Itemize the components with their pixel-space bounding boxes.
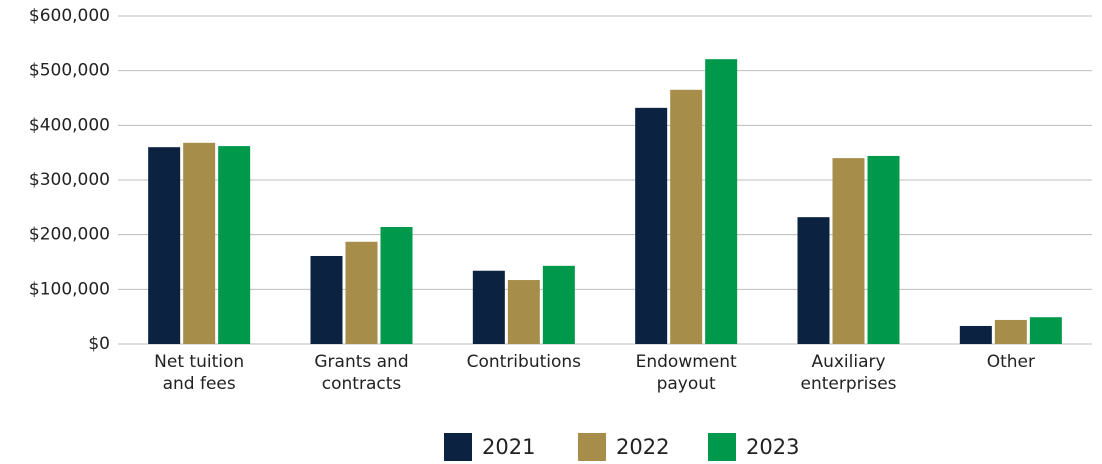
legend-swatch	[444, 433, 472, 461]
y-tick-label: $0	[88, 334, 110, 354]
x-tick-label: Net tuition and fees	[154, 352, 245, 394]
y-tick-label: $500,000	[29, 61, 110, 81]
bar	[542, 265, 575, 344]
bar	[218, 146, 251, 344]
y-tick-label: $100,000	[29, 279, 110, 299]
legend-label: 2021	[482, 435, 535, 459]
bar	[867, 155, 900, 344]
bar	[310, 255, 343, 344]
bar	[705, 59, 738, 344]
y-tick-label: $300,000	[29, 170, 110, 190]
legend-label: 2022	[616, 435, 669, 459]
x-tick-label: Endowment payout	[635, 352, 737, 394]
bar	[148, 147, 181, 344]
bar	[345, 241, 378, 344]
bar	[635, 107, 668, 344]
bar	[832, 158, 865, 344]
y-tick-label: $600,000	[29, 6, 110, 26]
x-tick-label: Grants and contracts	[314, 352, 409, 394]
bar	[797, 217, 830, 344]
bar	[1029, 317, 1062, 344]
bar	[507, 280, 540, 344]
y-tick-label: $400,000	[29, 115, 110, 135]
bar	[670, 89, 703, 344]
bar	[183, 142, 216, 344]
bar	[380, 227, 413, 344]
x-tick-label: Contributions	[466, 352, 582, 372]
bar	[472, 270, 505, 344]
legend-swatch	[578, 433, 606, 461]
legend-swatch	[708, 433, 736, 461]
bar	[994, 319, 1027, 344]
y-tick-label: $200,000	[29, 225, 110, 245]
legend-label: 2023	[746, 435, 799, 459]
x-tick-label: Other	[986, 352, 1035, 372]
bar	[959, 325, 992, 344]
x-tick-label: Auxiliary enterprises	[800, 352, 897, 394]
